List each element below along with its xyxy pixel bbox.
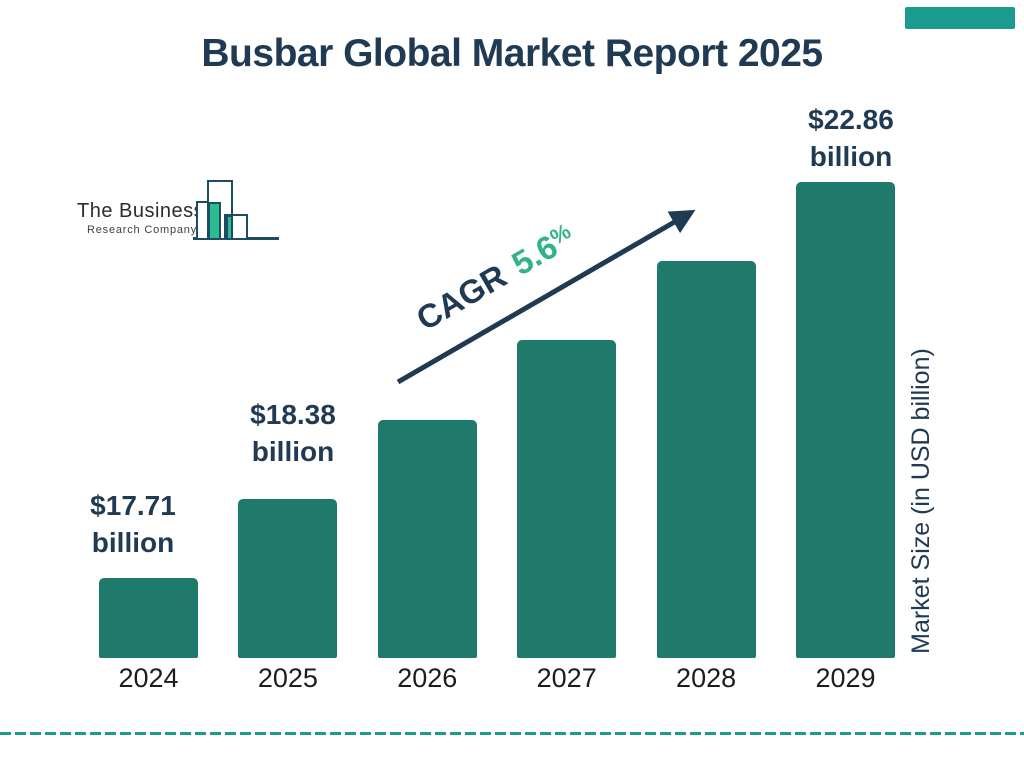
company-logo: The Business Research Company bbox=[75, 168, 285, 246]
cagr-value: 5.6% bbox=[505, 218, 576, 283]
x-tick-2026: 2026 bbox=[397, 663, 458, 693]
value-label-2024: $17.71 billion bbox=[58, 487, 208, 561]
x-tick-2028: 2028 bbox=[676, 663, 737, 693]
bar-2029 bbox=[796, 182, 895, 658]
bar-2025 bbox=[238, 498, 338, 658]
bar-2027 bbox=[517, 340, 617, 658]
x-tick-2025: 2025 bbox=[257, 663, 318, 693]
page-title: Busbar Global Market Report 2025 bbox=[201, 32, 823, 75]
value-label-2029-amount: $22.86 bbox=[808, 104, 894, 135]
value-label-2024-amount: $17.71 bbox=[90, 490, 176, 521]
bar-2026 bbox=[377, 419, 477, 658]
bar-2024 bbox=[99, 578, 198, 658]
bottom-dashed-divider bbox=[0, 732, 1024, 735]
x-tick-2029: 2029 bbox=[815, 663, 876, 693]
corner-accent-bar bbox=[905, 7, 1015, 29]
logo-bar-green-small bbox=[226, 215, 233, 240]
value-label-2025-unit: billion bbox=[251, 436, 335, 467]
y-axis-label: Market Size (in USD billion) bbox=[907, 348, 935, 654]
logo-text-primary: The Business bbox=[77, 200, 205, 222]
bar-2028 bbox=[656, 261, 756, 658]
cagr-label: CAGR bbox=[409, 256, 513, 338]
logo-text-secondary: Research Company bbox=[87, 224, 198, 236]
value-label-2029: $22.86 billion bbox=[776, 101, 926, 175]
logo-bar-green bbox=[208, 202, 221, 240]
value-label-2024-unit: billion bbox=[91, 527, 175, 558]
x-tick-2027: 2027 bbox=[536, 663, 597, 693]
x-tick-2024: 2024 bbox=[118, 663, 179, 693]
value-label-2025-amount: $18.38 bbox=[250, 399, 336, 430]
value-label-2029-unit: billion bbox=[809, 141, 893, 172]
value-label-2025: $18.38 billion bbox=[218, 396, 368, 470]
cagr-annotation: CAGR 5.6% bbox=[395, 209, 603, 359]
